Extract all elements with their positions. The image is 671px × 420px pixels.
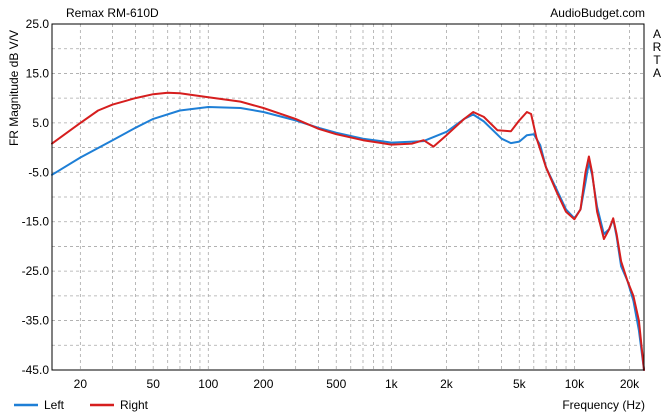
- y-tick-label: -45.0: [22, 363, 50, 377]
- x-tick-label: 20k: [620, 377, 640, 391]
- arta-letter: A: [653, 27, 661, 41]
- arta-letter: R: [653, 40, 662, 54]
- series-lines: [51, 91, 645, 371]
- y-tick-label: 5.0: [32, 116, 49, 130]
- x-tick-label: 10k: [565, 377, 585, 391]
- arta-vertical-label: A R T A: [653, 27, 662, 80]
- x-tick-label: 50: [147, 377, 161, 391]
- legend-label-right: Right: [120, 398, 149, 412]
- grid: [52, 23, 644, 371]
- arta-letter: A: [653, 66, 661, 80]
- legend: Left Right: [14, 398, 149, 412]
- chart-title: Remax RM-610D: [66, 6, 159, 20]
- x-tick-label: 500: [326, 377, 346, 391]
- plot-frame: [51, 23, 645, 371]
- x-tick-label: 5k: [513, 377, 527, 391]
- x-axis-label: Frequency (Hz): [562, 398, 645, 412]
- y-axis-label: FR Magnitude dB V/V: [7, 30, 21, 146]
- y-tick-label: 25.0: [26, 17, 50, 31]
- y-tick-labels: 25.0 15.0 5.0 -5.0 -15.0 -25.0 -35.0 -45.0: [22, 17, 50, 377]
- y-tick-label: -5.0: [28, 165, 49, 179]
- y-tick-label: 15.0: [26, 66, 50, 80]
- x-tick-labels: 20 50 100 200 500 1k 2k 5k 10k 20k: [74, 377, 640, 391]
- x-tick-label: 200: [253, 377, 273, 391]
- source-watermark: AudioBudget.com: [550, 6, 645, 20]
- y-tick-label: -15.0: [22, 215, 50, 229]
- series-line-right: [51, 91, 645, 371]
- arta-letter: T: [653, 53, 661, 67]
- x-tick-label: 2k: [440, 377, 454, 391]
- x-tick-label: 1k: [385, 377, 399, 391]
- legend-label-left: Left: [44, 398, 65, 412]
- x-tick-label: 100: [198, 377, 218, 391]
- y-tick-label: -35.0: [22, 314, 50, 328]
- y-tick-label: -25.0: [22, 264, 50, 278]
- x-tick-label: 20: [74, 377, 88, 391]
